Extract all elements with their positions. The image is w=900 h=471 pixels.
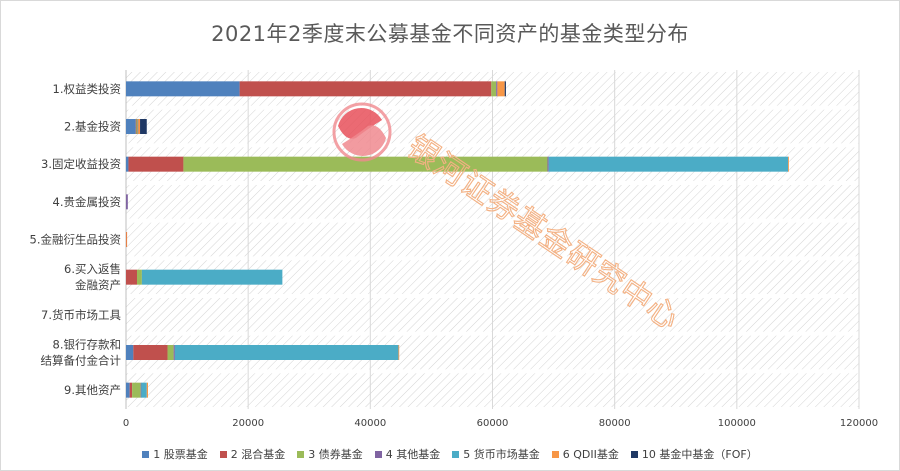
- bar-segment: [174, 345, 399, 360]
- legend-item: 2 混合基金: [219, 446, 286, 462]
- x-tick-label: 80000: [599, 418, 631, 429]
- bar-segment: [126, 232, 128, 247]
- bar-segment: [140, 382, 142, 398]
- legend-swatch: [142, 450, 150, 458]
- bar-segment: [128, 156, 184, 172]
- bar-segment: [135, 119, 137, 134]
- bar-segment: [141, 382, 147, 398]
- legend: 1 股票基金 2 混合基金 3 债券基金 4 其他基金 5 货币市场基金 6 QDII基金…: [0, 446, 900, 462]
- bar-segment: [137, 119, 139, 134]
- legend-label: 1 股票基金: [153, 448, 208, 461]
- legend-item: 10 基金中基金（FOF）: [630, 446, 758, 462]
- category-label: 2.基金投资: [64, 120, 121, 134]
- legend-swatch: [297, 450, 305, 458]
- category-label: 6.买入返售: [64, 262, 121, 276]
- bar-segment: [497, 81, 505, 97]
- bar-segment: [788, 156, 789, 172]
- bar-segment: [126, 269, 137, 285]
- category-label: 7.货币市场工具: [41, 308, 121, 322]
- legend-item: 5 货币市场基金: [452, 446, 540, 462]
- bar-segment: [496, 81, 498, 97]
- legend-label: 4 其他基金: [385, 448, 441, 461]
- legend-item: 4 其他基金: [374, 446, 441, 462]
- bar-segment: [548, 156, 789, 172]
- bar-segment: [136, 269, 142, 285]
- bar-segment: [547, 156, 549, 172]
- bar-segment: [132, 382, 141, 398]
- x-tick-label: 40000: [354, 418, 386, 429]
- bar-segment: [138, 119, 141, 134]
- bar-segment: [239, 81, 492, 97]
- legend-item: 3 债券基金: [297, 446, 363, 462]
- category-label: 4.贵金属投资: [53, 195, 121, 209]
- x-tick-label: 100000: [718, 418, 756, 429]
- legend-item: 6 QDII基金: [551, 446, 619, 462]
- legend-item: 1 股票基金: [142, 446, 208, 462]
- bar-segment: [126, 119, 136, 134]
- bar-segment: [167, 345, 174, 360]
- category-label: 9.其他资产: [64, 383, 121, 397]
- bar-segment: [141, 269, 283, 285]
- bar-segment: [146, 382, 148, 398]
- bar-segment: [136, 119, 138, 134]
- legend-swatch: [374, 450, 382, 458]
- category-label: 结算备付金合计: [41, 354, 122, 368]
- bar-segment: [129, 382, 133, 398]
- bar-segment: [126, 382, 130, 398]
- x-tick-label: 60000: [477, 418, 509, 429]
- legend-label: 2 混合基金: [230, 448, 286, 461]
- bar-segment: [504, 81, 506, 97]
- legend-label: 3 债券基金: [308, 448, 363, 461]
- bar-segment: [398, 345, 400, 360]
- bar-segment: [126, 156, 129, 172]
- category-label: 3.固定收益投资: [41, 157, 121, 171]
- legend-swatch: [219, 450, 227, 458]
- bar-segment: [173, 345, 175, 360]
- category-label: 1.权益类投资: [53, 82, 121, 96]
- chart-title: 2021年2季度末公募基金不同资产的基金类型分布: [211, 22, 689, 46]
- category-label: 金融资产: [75, 278, 121, 292]
- legend-label: 6 QDII基金: [562, 448, 619, 461]
- x-tick-label: 0: [123, 418, 129, 429]
- legend-label: 10 基金中基金（FOF）: [641, 448, 758, 461]
- x-tick-label: 120000: [840, 418, 878, 429]
- bar-segment: [183, 156, 548, 172]
- bar-segment: [491, 81, 497, 97]
- legend-swatch: [452, 450, 460, 458]
- legend-swatch: [630, 450, 638, 458]
- category-label: 8.银行存款和: [53, 338, 121, 352]
- legend-label: 5 货币市场基金: [463, 448, 540, 461]
- legend-swatch: [551, 450, 559, 458]
- bar-segment: [126, 81, 240, 97]
- bar-segment: [126, 345, 134, 360]
- bar-segment: [140, 119, 147, 134]
- bar-segment: [126, 194, 128, 210]
- x-tick-label: 20000: [232, 418, 264, 429]
- category-label: 5.金融衍生品投资: [30, 233, 121, 247]
- bar-segment: [133, 345, 168, 360]
